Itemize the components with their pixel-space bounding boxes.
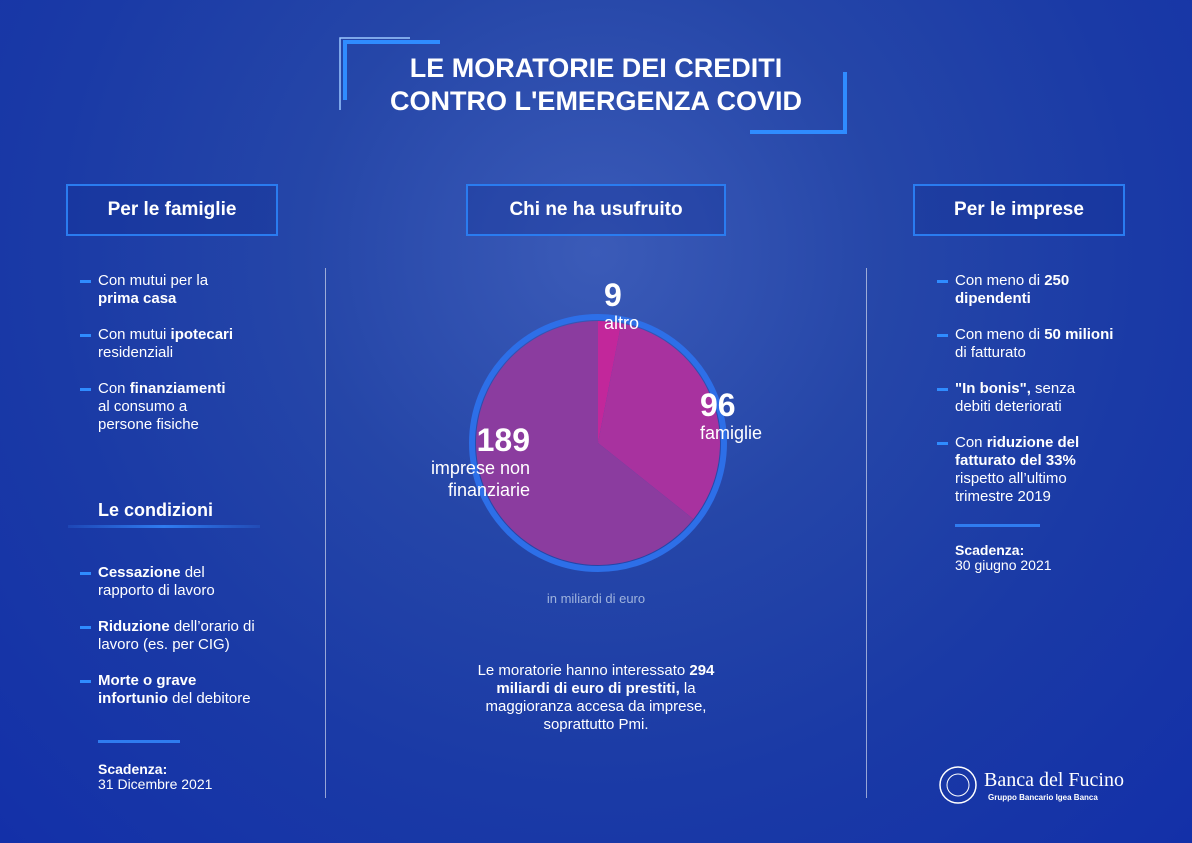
logo-name: Banca del Fucino [984,769,1124,791]
deadline-label: Scadenza: [98,761,168,777]
text-part: al consumo a persone fisiche [98,398,199,433]
text-part: residenziali [98,344,174,361]
unit: in miliardi di euro [546,591,646,606]
bullet [937,388,948,391]
bullet [80,626,91,629]
text-part: senza debiti deteriorati [955,380,1076,415]
text-part: Morte o grave infortunio [98,672,197,707]
pie-category: famiglie [700,423,763,443]
bullet [80,572,91,575]
text-part: Cessazione [98,564,181,581]
title-line: LE MORATORIE DEI CREDITI [409,53,783,83]
list-item: Con meno di 250 dipendenti [955,272,1115,308]
text-part: 50 milioni [1044,326,1114,343]
subheader: Le condizioni [98,500,213,520]
section-header: Per le imprese [913,184,1125,236]
pie-value: 96 [700,387,736,423]
text-part: rispetto all’ultimo trimestre 2019 [955,470,1067,505]
text-part: finanziamenti [129,380,226,397]
bullet [80,388,91,391]
text-part: Le moratorie hanno interessato [477,662,690,679]
list-item: Morte o grave infortunio del debitore [98,672,263,708]
list-item: Con meno di 50 milioni di fatturato [955,326,1115,362]
bullet [80,334,91,337]
divider [325,268,326,798]
separator [98,740,180,743]
divider [866,268,867,798]
bullet [937,280,948,283]
bullet [937,334,948,337]
text-part: dell’orario di lavoro (es. per CIG) [98,618,255,653]
text-part: Con [955,434,987,451]
text-part: Con [98,380,130,397]
logo: Banca del Fucino Gruppo Bancario Igea Ba… [938,765,1124,810]
text-part: Con mutui per la [98,272,209,289]
list-item: "In bonis", senza debiti deteriorati [955,380,1115,416]
list-item: Riduzione dell’orario di lavoro (es. per… [98,618,263,654]
text-part: 294 miliardi di euro di prestiti, [496,662,715,697]
pie-label: 189 imprese non finanziarie [380,423,530,501]
text-part: del rapporto di lavoro [98,564,215,599]
note: Le moratorie hanno interessato 294 milia… [466,662,726,734]
pie-category: imprese non finanziarie [430,458,530,500]
text-part: Con meno di [955,272,1045,289]
pie-category: altro [604,313,640,333]
text-part: Con mutui [98,326,171,343]
section-header: Chi ne ha usufruito [466,184,726,236]
text-part: ipotecari [170,326,234,343]
deadline: 31 Dicembre 2021 [98,776,213,792]
text-part: 250 dipendenti [955,272,1070,307]
bullet [80,280,91,283]
text-part: la maggioranza accesa da imprese, soprat… [485,680,707,733]
title-line: CONTRO L'EMERGENZA COVID [390,86,802,116]
title: LE MORATORIE DEI CREDITI CONTRO L'EMERGE… [340,52,852,118]
pie-label: 9 altro [604,278,724,334]
list-item: Con riduzione del fatturato del 33% risp… [955,434,1115,506]
text-part: di fatturato [955,344,1026,361]
pie-slice [598,323,720,520]
text-part: Riduzione [98,618,170,635]
logo-emblem [939,766,977,804]
pie-value: 189 [476,422,530,458]
text-part: Con meno di [955,326,1045,343]
deadline-label: Scadenza: [955,542,1025,558]
underline [68,525,260,528]
logo-group: Gruppo Bancario Igea Banca [988,793,1098,802]
pie-slice [475,321,694,565]
pie-value: 9 [604,277,622,313]
pie-label: 96 famiglie [700,388,820,444]
text-part: "In bonis", [955,380,1031,397]
separator [955,524,1040,527]
list-item: Con finanziamenti al consumo a persone f… [98,380,238,434]
text-part: del debitore [167,690,251,707]
list-item: Con mutui ipotecari residenziali [98,326,238,362]
list-item: Con mutui per la prima casa [98,272,238,308]
bullet [80,680,91,683]
pie-slice [598,321,622,443]
section-header: Per le famiglie [66,184,278,236]
pie-ring [469,314,727,572]
bullet [937,442,948,445]
text-part: prima casa [98,290,177,307]
text-part: riduzione del fatturato del 33% [955,434,1080,469]
list-item: Cessazione del rapporto di lavoro [98,564,263,600]
deadline: 30 giugno 2021 [955,557,1052,573]
